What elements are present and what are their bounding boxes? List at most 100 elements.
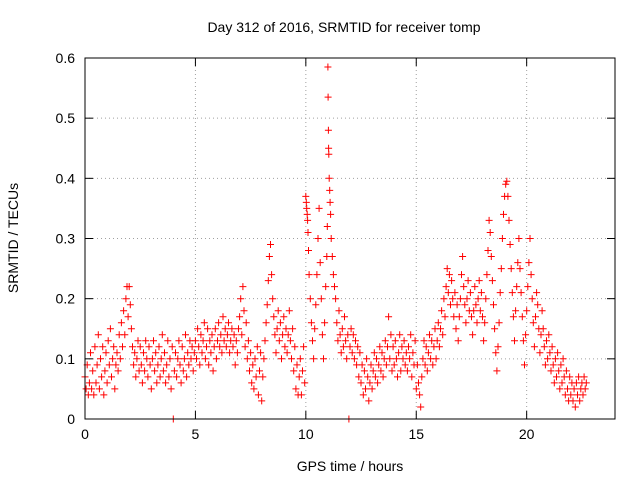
data-point (426, 331, 433, 339)
data-point (538, 307, 546, 315)
data-point (571, 403, 579, 411)
data-point (324, 63, 332, 71)
data-point (581, 385, 589, 393)
data-point (382, 361, 390, 369)
data-point (470, 307, 478, 315)
data-point (579, 391, 587, 399)
data-point (484, 247, 492, 254)
data-point (105, 361, 113, 369)
data-point (422, 343, 430, 351)
data-point (399, 355, 407, 363)
data-point (554, 349, 562, 357)
data-point (137, 361, 145, 369)
data-point (133, 355, 141, 363)
data-point (518, 313, 526, 321)
data-point (219, 313, 227, 321)
data-point (230, 331, 238, 339)
data-point (423, 367, 431, 375)
data-point (175, 337, 183, 345)
data-point (222, 343, 230, 351)
data-point (444, 289, 452, 297)
data-point (492, 349, 500, 357)
data-point (262, 319, 270, 327)
x-tick-label: 15 (408, 426, 424, 442)
data-point (419, 355, 427, 363)
data-point (415, 379, 422, 387)
data-point (306, 295, 314, 303)
data-point (237, 295, 245, 303)
data-point (396, 331, 404, 339)
data-point (177, 379, 185, 387)
data-point (513, 283, 521, 291)
data-point (566, 373, 574, 381)
data-point (189, 367, 197, 375)
data-point (381, 337, 389, 345)
data-point (546, 349, 554, 357)
data-point (486, 229, 494, 236)
data-point (545, 331, 553, 339)
data-point (297, 391, 305, 399)
data-point (97, 355, 104, 363)
data-point (418, 373, 426, 381)
data-point (504, 192, 512, 200)
data-point (108, 373, 115, 381)
data-point (316, 259, 324, 267)
data-point (433, 337, 441, 345)
data-point (324, 93, 332, 101)
data-point (204, 325, 212, 333)
data-points (81, 63, 590, 423)
data-point (122, 295, 130, 303)
data-point (150, 337, 157, 345)
data-point (93, 361, 101, 369)
data-point (462, 319, 470, 327)
data-point (98, 373, 106, 381)
data-point (374, 379, 382, 387)
data-point (434, 319, 442, 327)
data-point (263, 301, 271, 309)
data-point (456, 295, 464, 303)
data-point (114, 367, 122, 375)
y-tick-label: 0.3 (56, 231, 76, 247)
data-point (218, 349, 226, 357)
data-point (258, 397, 266, 405)
data-point (377, 367, 385, 375)
data-point (196, 361, 204, 369)
y-tick-label: 0.5 (56, 110, 76, 126)
data-point (551, 355, 559, 363)
data-point (194, 325, 202, 333)
data-point (300, 343, 308, 351)
data-point (523, 307, 531, 315)
data-point (126, 301, 134, 309)
data-point (401, 361, 409, 369)
data-point (166, 355, 174, 363)
x-axis-label: GPS time / hours (297, 458, 404, 474)
data-point (217, 331, 225, 339)
data-point (268, 271, 276, 279)
data-point (172, 349, 179, 357)
y-tick-label: 0.6 (56, 50, 76, 66)
data-point (193, 355, 200, 363)
data-point (495, 319, 503, 327)
data-point (185, 361, 193, 369)
data-point (329, 271, 337, 279)
data-point (471, 283, 479, 291)
data-point (532, 313, 539, 321)
data-point (576, 397, 584, 405)
data-point (197, 331, 205, 339)
data-point (336, 331, 344, 339)
data-point (397, 367, 405, 375)
data-point (253, 343, 261, 351)
data-point (534, 301, 542, 309)
data-point (161, 349, 168, 357)
data-point (537, 331, 545, 339)
data-point (373, 355, 380, 363)
data-point (164, 337, 172, 345)
y-tick-label: 0.2 (56, 291, 76, 307)
data-point (490, 301, 497, 309)
data-point (260, 355, 268, 363)
data-point (242, 319, 250, 327)
data-point (302, 198, 310, 206)
data-point (420, 337, 428, 345)
data-point (386, 355, 394, 363)
data-point (249, 361, 257, 369)
